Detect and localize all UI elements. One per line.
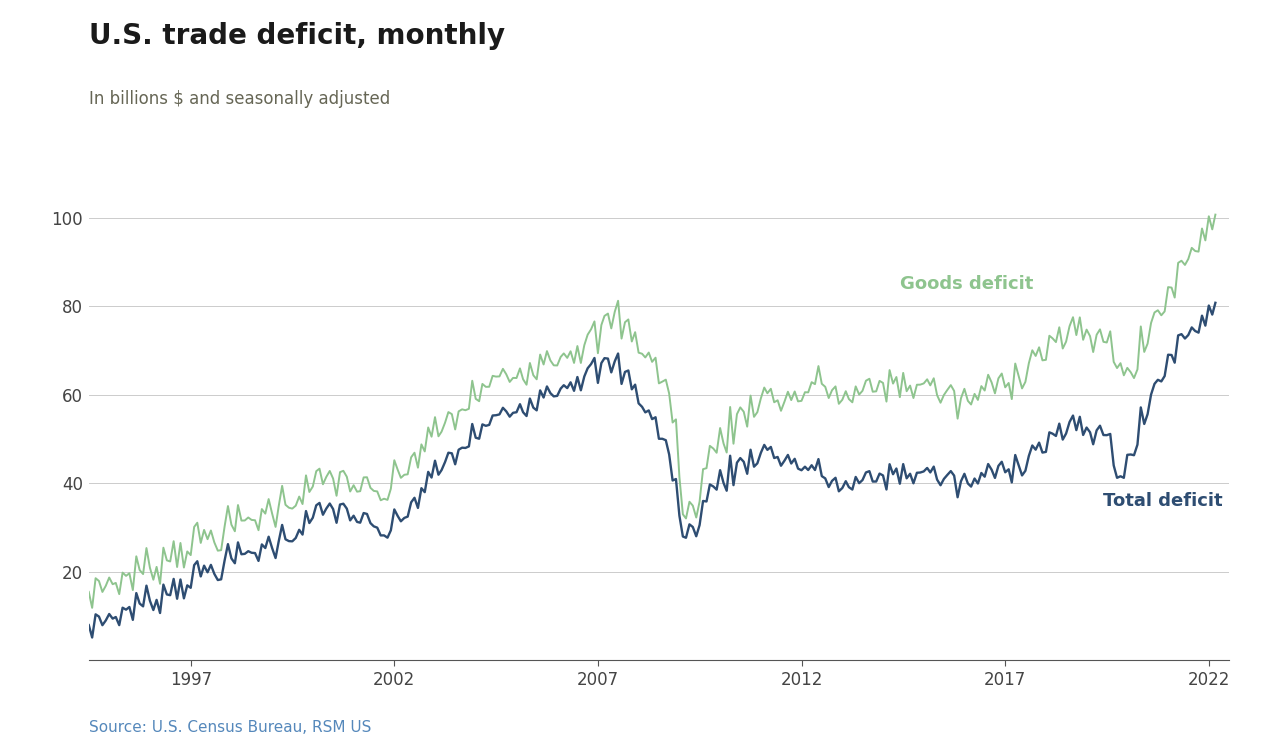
Text: In billions $ and seasonally adjusted: In billions $ and seasonally adjusted bbox=[89, 90, 390, 108]
Text: Goods deficit: Goods deficit bbox=[900, 275, 1033, 293]
Text: U.S. trade deficit, monthly: U.S. trade deficit, monthly bbox=[89, 22, 504, 50]
Text: Source: U.S. Census Bureau, RSM US: Source: U.S. Census Bureau, RSM US bbox=[89, 720, 371, 735]
Text: Total deficit: Total deficit bbox=[1104, 492, 1223, 510]
